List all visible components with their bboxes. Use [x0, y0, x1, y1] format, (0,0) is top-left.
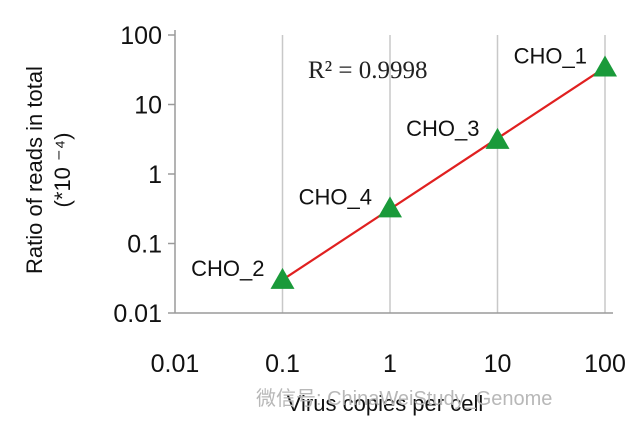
y-tick-label: 1: [148, 161, 162, 189]
x-tick-label: 1: [383, 350, 397, 378]
trendline: [281, 66, 606, 281]
trendline-group: [281, 66, 606, 281]
y-axis-label-line1: Ratio of reads in total: [22, 66, 47, 274]
r-squared-annotation: R² = 0.9998: [308, 57, 428, 84]
data-point-label: CHO_1: [514, 44, 587, 69]
tick-labels: 0.01 0.1 1 10 100 0.01 0.1 1 10 100: [113, 22, 626, 378]
y-tick-label: 0.1: [127, 231, 162, 259]
x-axis-label: Virus copies per cell: [287, 391, 483, 416]
data-points: CHO_2 CHO_4 CHO_3 CHO_1: [191, 44, 617, 289]
y-tick-label: 10: [134, 92, 162, 120]
axes: [168, 30, 613, 314]
data-point-triangle: [485, 127, 510, 149]
data-point-triangle: [270, 267, 295, 289]
data-point-label: CHO_2: [191, 256, 264, 281]
x-tick-label: 100: [584, 350, 626, 378]
y-axis-label-line2: (*10 ⁻⁴): [50, 133, 75, 208]
watermark-text: 微信号: ChinaWeiStudy_Genome: [256, 387, 552, 410]
y-tick-label: 0.01: [113, 300, 162, 328]
x-tick-label: 0.1: [265, 350, 300, 378]
grid-lines: [281, 35, 606, 313]
data-point-triangle: [593, 55, 617, 77]
data-point-label: CHO_3: [406, 116, 479, 141]
x-tick-label: 0.01: [151, 350, 200, 378]
data-point-triangle: [378, 196, 402, 218]
y-tick-label: 100: [120, 22, 162, 50]
data-point-label: CHO_4: [299, 184, 372, 209]
x-tick-label: 10: [484, 350, 512, 378]
